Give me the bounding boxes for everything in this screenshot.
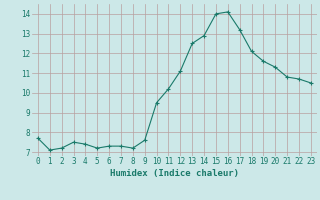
X-axis label: Humidex (Indice chaleur): Humidex (Indice chaleur) <box>110 169 239 178</box>
